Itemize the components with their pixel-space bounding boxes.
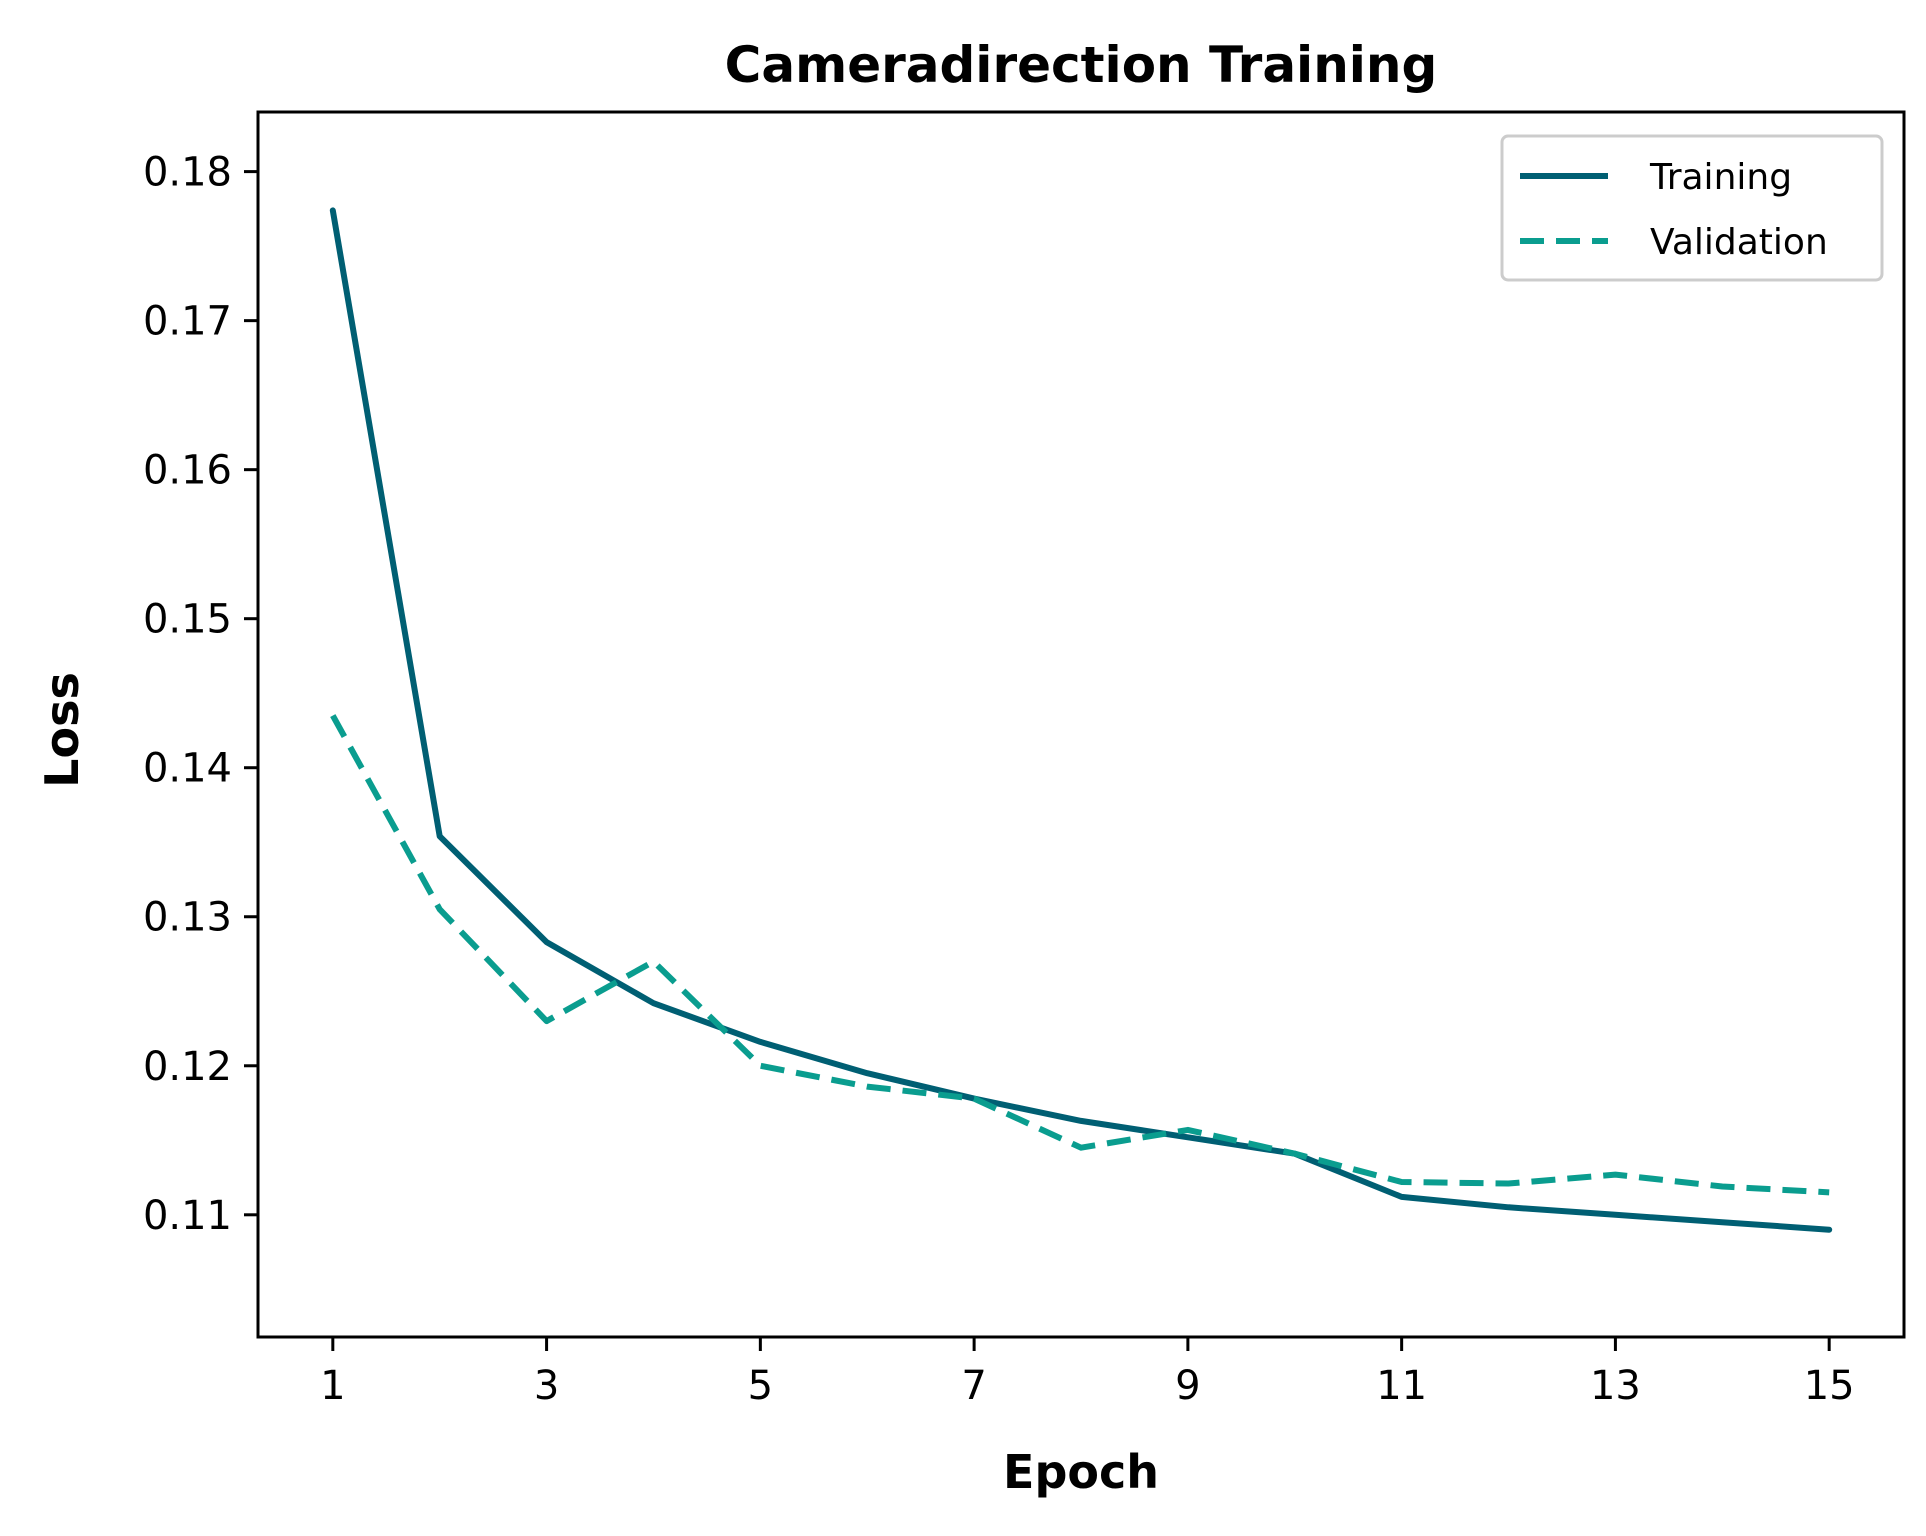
x-tick-label: 13 <box>1590 1363 1641 1409</box>
data-point-validation-3 <box>544 1018 550 1024</box>
y-tick-label: 0.11 <box>143 1193 232 1239</box>
x-tick-label: 7 <box>961 1363 986 1409</box>
series-line-training <box>329 207 1833 1233</box>
data-point-validation-12 <box>1506 1181 1512 1187</box>
data-point-training-5 <box>757 1039 763 1045</box>
data-point-training-8 <box>1078 1118 1084 1124</box>
data-point-training-13 <box>1612 1212 1618 1218</box>
data-point-training-2 <box>437 833 443 839</box>
y-axis: 0.11 0.12 0.13 0.14 0.15 0.16 0.17 0.18 <box>143 150 258 1239</box>
x-tick-label: 15 <box>1804 1363 1855 1409</box>
data-point-training-9 <box>1185 1134 1191 1140</box>
data-point-training-1 <box>330 207 336 213</box>
legend-label-training: Training <box>1649 157 1792 198</box>
x-axis: 1 3 5 7 9 11 13 15 <box>320 1337 1855 1409</box>
data-point-training-11 <box>1399 1194 1405 1200</box>
series-line-validation <box>330 714 1830 1196</box>
x-tick-label: 9 <box>1175 1363 1200 1409</box>
x-axis-label: Epoch <box>1003 1445 1159 1499</box>
plot-area <box>256 110 1906 1339</box>
data-point-validation-14 <box>1719 1184 1725 1190</box>
data-point-validation-13 <box>1612 1172 1618 1178</box>
y-tick-label: 0.17 <box>143 299 232 345</box>
y-tick-label: 0.12 <box>143 1044 232 1090</box>
y-tick-label: 0.15 <box>143 597 232 643</box>
x-tick-label: 1 <box>320 1363 345 1409</box>
chart-title: Cameradirection Training <box>725 36 1438 94</box>
data-point-validation-7 <box>971 1096 977 1102</box>
data-point-training-15 <box>1826 1227 1832 1233</box>
y-tick-label: 0.16 <box>143 448 232 494</box>
data-point-training-4 <box>651 1000 657 1006</box>
data-point-validation-4 <box>651 959 657 965</box>
x-tick-label: 5 <box>748 1363 773 1409</box>
data-point-validation-9 <box>1185 1127 1191 1133</box>
data-point-validation-8 <box>1078 1145 1084 1151</box>
data-point-training-14 <box>1719 1219 1725 1225</box>
y-tick-label: 0.18 <box>143 150 232 196</box>
x-tick-label: 3 <box>534 1363 559 1409</box>
data-point-training-12 <box>1506 1204 1512 1210</box>
y-tick-label: 0.13 <box>143 895 232 941</box>
data-point-training-6 <box>864 1070 870 1076</box>
y-axis-label: Loss <box>35 672 89 788</box>
x-tick-label: 11 <box>1376 1363 1427 1409</box>
plot-frame <box>256 110 1906 1339</box>
data-point-validation-10 <box>1292 1151 1298 1157</box>
data-point-training-3 <box>544 939 550 945</box>
y-tick-label: 0.14 <box>143 746 232 792</box>
legend-label-validation: Validation <box>1650 222 1828 263</box>
data-point-validation-1 <box>330 713 336 719</box>
data-point-validation-2 <box>437 906 443 912</box>
legend: Training Validation <box>1500 134 1884 282</box>
data-point-validation-11 <box>1399 1179 1405 1185</box>
data-point-validation-6 <box>864 1084 870 1090</box>
data-point-validation-15 <box>1826 1189 1832 1195</box>
data-point-validation-5 <box>757 1063 763 1069</box>
